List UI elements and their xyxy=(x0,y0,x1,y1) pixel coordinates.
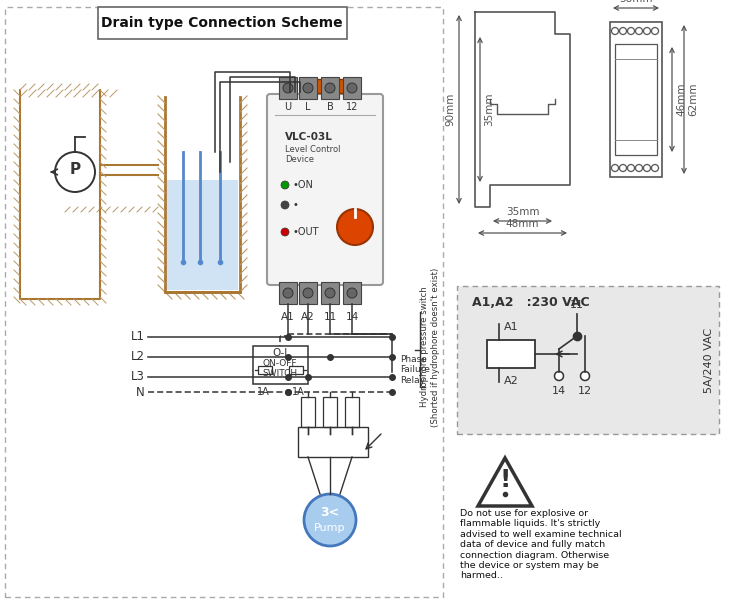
Text: A2: A2 xyxy=(301,312,315,322)
Text: 48mm: 48mm xyxy=(506,219,539,229)
Text: P: P xyxy=(69,163,80,178)
Text: A1: A1 xyxy=(281,312,295,322)
Circle shape xyxy=(580,371,590,380)
Text: L2: L2 xyxy=(131,350,145,364)
Text: A1: A1 xyxy=(504,322,518,332)
Bar xyxy=(321,77,339,99)
Text: Hydrophore pressure switch
(Shorted if hydrophore doesn't exist): Hydrophore pressure switch (Shorted if h… xyxy=(420,267,439,427)
Bar xyxy=(343,77,361,99)
Text: 46mm: 46mm xyxy=(676,82,686,116)
Bar xyxy=(323,397,337,427)
Text: L: L xyxy=(305,102,311,112)
Text: 62mm: 62mm xyxy=(688,82,698,116)
Circle shape xyxy=(347,83,357,93)
Text: •OUT: •OUT xyxy=(293,227,320,237)
Bar xyxy=(487,340,535,368)
Text: N: N xyxy=(137,385,145,399)
Text: 11: 11 xyxy=(570,300,584,310)
Text: U: U xyxy=(285,102,291,112)
FancyBboxPatch shape xyxy=(457,286,719,434)
Bar xyxy=(343,282,361,304)
Text: 12: 12 xyxy=(578,386,592,396)
Text: 35mm: 35mm xyxy=(484,93,494,126)
Bar xyxy=(615,44,657,155)
Text: 5A/240 VAC: 5A/240 VAC xyxy=(704,327,714,393)
Text: 38mm: 38mm xyxy=(619,0,653,4)
Text: Do not use for explosive or
flammable liquids. It's strictly
advised to well exa: Do not use for explosive or flammable li… xyxy=(460,509,622,580)
Bar xyxy=(279,77,297,99)
Circle shape xyxy=(628,28,634,34)
Circle shape xyxy=(55,152,95,192)
Circle shape xyxy=(636,28,642,34)
Circle shape xyxy=(636,164,642,172)
Circle shape xyxy=(651,164,658,172)
Text: •ON: •ON xyxy=(293,180,314,190)
Circle shape xyxy=(283,83,293,93)
Text: 11: 11 xyxy=(323,312,337,322)
Text: 12: 12 xyxy=(346,102,358,112)
Text: ON-OFF: ON-OFF xyxy=(263,359,297,368)
Text: Drain type Connection Scheme: Drain type Connection Scheme xyxy=(101,16,343,30)
Text: 3<: 3< xyxy=(320,506,339,520)
Text: •: • xyxy=(293,200,299,210)
FancyBboxPatch shape xyxy=(98,7,347,39)
Circle shape xyxy=(651,28,658,34)
Circle shape xyxy=(281,181,289,189)
Text: 1A: 1A xyxy=(257,387,269,397)
Text: B: B xyxy=(326,102,334,112)
Text: 90mm: 90mm xyxy=(445,93,455,126)
Bar xyxy=(299,77,317,99)
Text: 14: 14 xyxy=(345,312,358,322)
FancyBboxPatch shape xyxy=(311,79,348,93)
Circle shape xyxy=(644,164,650,172)
Circle shape xyxy=(283,288,293,298)
Circle shape xyxy=(347,288,357,298)
Bar xyxy=(298,427,368,457)
Text: VLC-03L: VLC-03L xyxy=(285,132,333,142)
Bar xyxy=(321,282,339,304)
Circle shape xyxy=(337,209,373,245)
Circle shape xyxy=(304,494,356,546)
Text: O-I: O-I xyxy=(272,348,288,358)
Circle shape xyxy=(281,228,289,236)
Text: Phase
Failure
Relay: Phase Failure Relay xyxy=(400,355,430,385)
Bar xyxy=(289,366,303,374)
Circle shape xyxy=(620,28,626,34)
Circle shape xyxy=(325,83,335,93)
Circle shape xyxy=(628,164,634,172)
Text: L1: L1 xyxy=(131,330,145,344)
Bar xyxy=(253,346,308,384)
Bar xyxy=(279,282,297,304)
Text: A2: A2 xyxy=(504,376,518,386)
Polygon shape xyxy=(478,458,532,506)
Bar xyxy=(345,397,359,427)
Text: !: ! xyxy=(499,468,511,492)
Circle shape xyxy=(612,28,618,34)
Circle shape xyxy=(303,288,313,298)
Circle shape xyxy=(612,164,618,172)
Text: Device: Device xyxy=(285,155,314,164)
Bar xyxy=(610,22,662,177)
Text: A1,A2   :230 VAC: A1,A2 :230 VAC xyxy=(472,296,590,308)
Circle shape xyxy=(281,201,289,209)
Bar xyxy=(301,397,315,427)
Circle shape xyxy=(325,288,335,298)
Text: SWITCH: SWITCH xyxy=(263,370,298,379)
FancyBboxPatch shape xyxy=(267,94,383,285)
Text: Pump: Pump xyxy=(314,523,346,533)
Text: 35mm: 35mm xyxy=(506,207,539,217)
Circle shape xyxy=(303,83,313,93)
Circle shape xyxy=(620,164,626,172)
Circle shape xyxy=(644,28,650,34)
Text: Level Control: Level Control xyxy=(285,146,340,155)
Bar xyxy=(167,180,238,290)
Text: 1A: 1A xyxy=(291,387,304,397)
Bar xyxy=(299,282,317,304)
Bar xyxy=(258,366,272,374)
Circle shape xyxy=(555,371,564,380)
Text: L3: L3 xyxy=(131,370,145,383)
Text: 14: 14 xyxy=(552,386,566,396)
